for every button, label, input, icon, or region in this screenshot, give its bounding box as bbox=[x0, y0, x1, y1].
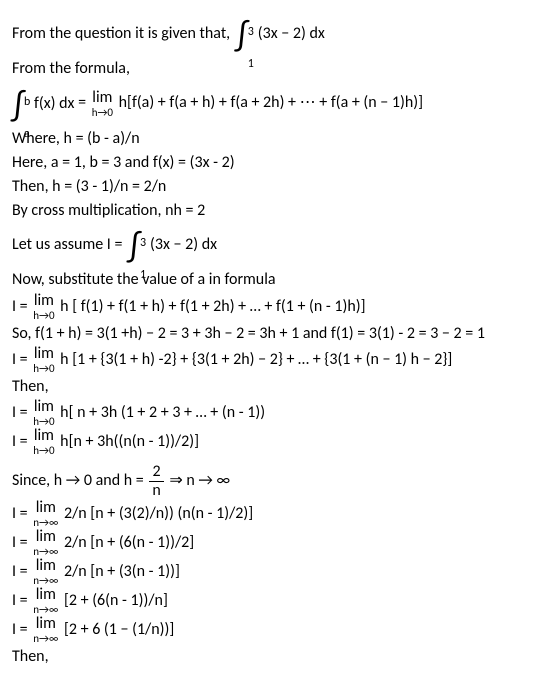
lim-label: lim bbox=[33, 558, 58, 574]
lower-bound: a bbox=[24, 112, 30, 156]
lower-bound: 1 bbox=[140, 253, 146, 297]
text: h → 0 and h = bbox=[54, 471, 148, 490]
line-step6: I = lim n→∞ 2/n [n + (6(n - 1))/2] bbox=[12, 529, 544, 557]
text: I = bbox=[12, 620, 31, 639]
line-step3: I = lim h→0 h[ n + 3h (1 + 2 + 3 + … + (… bbox=[12, 399, 544, 427]
lim-label: lim bbox=[33, 616, 58, 632]
line-then-h: Then, h = (3 - 1)/n = 2/n bbox=[12, 175, 544, 198]
lim-label: lim bbox=[33, 529, 58, 545]
formula-body: h[f(a) + f(a + h) + f(a + 2h) + ⋯ + f(a … bbox=[119, 93, 423, 112]
lim-sub: h→0 bbox=[92, 107, 113, 118]
expr: h[n + 3h((n(n - 1))/2)] bbox=[60, 432, 199, 451]
limit: lim n→∞ bbox=[33, 587, 58, 615]
limit: lim h→0 bbox=[33, 428, 54, 456]
expr: h [1 + {3(1 + h) -2} + {3(1 + 2h) − 2} +… bbox=[60, 350, 452, 369]
line-step1: I = lim h→0 h [ f(1) + f(1 + h) + f(1 + … bbox=[12, 293, 544, 321]
text: I = bbox=[12, 296, 31, 315]
lim-sub: h→0 bbox=[33, 310, 54, 321]
limit: lim h→0 bbox=[33, 399, 54, 427]
integrand: f(x) dx bbox=[34, 82, 74, 126]
lim-label: lim bbox=[33, 346, 54, 362]
line-then2: Then, bbox=[12, 645, 544, 668]
text: Let us assume I = bbox=[12, 235, 126, 254]
integral-given: ∫ 3 1 (3x − 2) dx bbox=[236, 12, 325, 56]
limit: lim h→0 bbox=[33, 346, 54, 374]
expr: 2/n [n + (3(2)/n)) (n(n - 1)/2)] bbox=[64, 504, 253, 523]
text: ⇒ n → ∞ bbox=[169, 471, 230, 490]
lim-label: lim bbox=[33, 399, 54, 415]
text: I = bbox=[12, 591, 31, 610]
line-step7: I = lim n→∞ 2/n [n + (3(n - 1))] bbox=[12, 558, 544, 586]
lim-sub: n→∞ bbox=[33, 633, 58, 644]
integral-icon: ∫ bbox=[12, 84, 24, 128]
expr: 2/n [n + (6(n - 1))/2] bbox=[64, 533, 194, 552]
line-substitute: Now, substitute the value of a in formul… bbox=[12, 268, 544, 291]
lim-label: lim bbox=[33, 293, 54, 309]
line-from-formula: From the formula, bbox=[12, 57, 544, 80]
expr: [2 + 6 (1 − (1/n))] bbox=[64, 620, 174, 639]
lim-label: lim bbox=[33, 500, 58, 516]
line-step4: I = lim h→0 h[n + 3h((n(n - 1))/2)] bbox=[12, 428, 544, 456]
line-step9: I = lim n→∞ [2 + 6 (1 − (1/n))] bbox=[12, 616, 544, 644]
line-formula: ∫ b a f(x) dx = lim h→0 h[f(a) + f(a + h… bbox=[12, 81, 544, 125]
lim-sub: h→0 bbox=[33, 363, 54, 374]
limit: lim n→∞ bbox=[33, 558, 58, 586]
expr: h[ n + 3h (1 + 2 + 3 + … + (n - 1)) bbox=[60, 403, 265, 422]
integral-icon: ∫ bbox=[128, 225, 140, 269]
integrand: (3x − 2) dx bbox=[150, 223, 217, 267]
line-step8: I = lim n→∞ [2 + (6(n - 1))/n] bbox=[12, 587, 544, 615]
expr: h [ f(1) + f(1 + h) + f(1 + 2h) + … + f(… bbox=[60, 296, 365, 315]
line-so: So, f(1 + h) = 3(1 +h) − 2 = 3 + 3h − 2 … bbox=[12, 322, 544, 345]
text: From the question it is given that, bbox=[12, 24, 234, 43]
text: Since, bbox=[12, 471, 54, 490]
expr: 2/n [n + (3(n - 1))] bbox=[64, 562, 180, 581]
line-step2: I = lim h→0 h [1 + {3(1 + h) -2} + {3(1 … bbox=[12, 346, 544, 374]
limit: lim n→∞ bbox=[33, 500, 58, 528]
lim-label: lim bbox=[92, 90, 113, 106]
text: I = bbox=[12, 403, 31, 422]
line-here: Here, a = 1, b = 3 and f(x) = (3x - 2) bbox=[12, 151, 544, 174]
lim-label: lim bbox=[33, 587, 58, 603]
text: I = bbox=[12, 350, 31, 369]
expr: [2 + (6(n - 1))/n] bbox=[64, 591, 168, 610]
limit: lim h→0 bbox=[92, 90, 113, 118]
integral-formula: ∫ b a f(x) dx bbox=[12, 82, 74, 126]
denominator: n bbox=[149, 482, 163, 500]
limit: lim n→∞ bbox=[33, 616, 58, 644]
lim-label: lim bbox=[33, 428, 54, 444]
line-cross-mult: By cross multiplication, nh = 2 bbox=[12, 199, 544, 222]
line-assume: Let us assume I = ∫ 3 1 (3x − 2) dx bbox=[12, 223, 544, 267]
limit: lim n→∞ bbox=[33, 529, 58, 557]
text: I = bbox=[12, 432, 31, 451]
lim-sub: h→0 bbox=[33, 445, 54, 456]
line-since: Since, h → 0 and h = 2 n ⇒ n → ∞ bbox=[12, 463, 544, 499]
text: I = bbox=[12, 533, 31, 552]
numerator: 2 bbox=[149, 463, 163, 482]
text: I = bbox=[12, 562, 31, 581]
integral-assume: ∫ 3 1 (3x − 2) dx bbox=[128, 223, 217, 267]
text: I = bbox=[12, 504, 31, 523]
integrand: (3x − 2) dx bbox=[258, 12, 325, 56]
limit: lim h→0 bbox=[33, 293, 54, 321]
line-where-h: Where, h = (b - a)/n bbox=[12, 127, 544, 150]
line-given: From the question it is given that, ∫ 3 … bbox=[12, 12, 544, 56]
equals: = bbox=[78, 93, 90, 112]
fraction: 2 n bbox=[149, 463, 163, 499]
line-then1: Then, bbox=[12, 375, 544, 398]
line-step5: I = lim n→∞ 2/n [n + (3(2)/n)) (n(n - 1)… bbox=[12, 500, 544, 528]
lower-bound: 1 bbox=[248, 42, 254, 86]
integral-icon: ∫ bbox=[236, 14, 248, 58]
